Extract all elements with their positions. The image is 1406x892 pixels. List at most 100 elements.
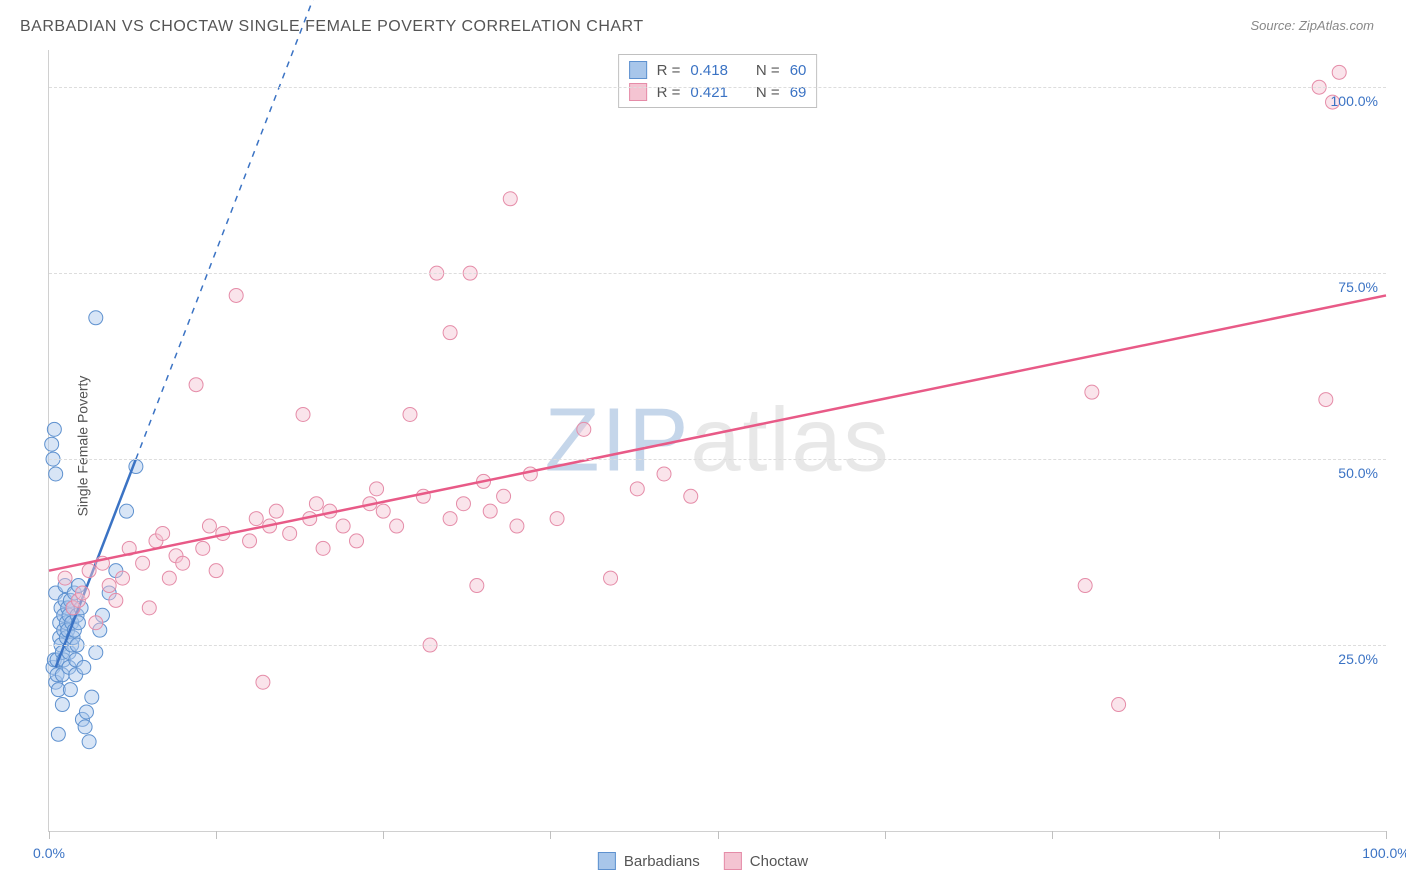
data-point — [229, 288, 243, 302]
data-point — [63, 683, 77, 697]
data-point — [47, 422, 61, 436]
data-point — [243, 534, 257, 548]
data-point — [456, 497, 470, 511]
gridline — [49, 87, 1386, 88]
data-point — [162, 571, 176, 585]
data-point — [376, 504, 390, 518]
plot-area: ZIPatlas R = 0.418 N = 60 R = 0.421 N = … — [48, 50, 1386, 832]
data-point — [89, 645, 103, 659]
data-point — [577, 422, 591, 436]
data-point — [196, 541, 210, 555]
data-point — [523, 467, 537, 481]
r-equals-label: R = — [657, 62, 681, 79]
data-point — [209, 564, 223, 578]
data-point — [109, 593, 123, 607]
data-point — [49, 467, 63, 481]
legend-series: Barbadians Choctaw — [598, 852, 808, 870]
data-point — [77, 660, 91, 674]
data-point — [249, 512, 263, 526]
data-point — [189, 378, 203, 392]
swatch-choctaw-icon — [724, 852, 742, 870]
data-point — [390, 519, 404, 533]
swatch-choctaw-icon — [629, 83, 647, 101]
chart-title: BARBADIAN VS CHOCTAW SINGLE FEMALE POVER… — [20, 18, 644, 36]
data-point — [269, 504, 283, 518]
r-equals-label: R = — [657, 84, 681, 101]
legend-row-barbadians: R = 0.418 N = 60 — [629, 59, 807, 81]
data-point — [443, 326, 457, 340]
data-point — [116, 571, 130, 585]
x-tick — [383, 831, 384, 839]
swatch-barbadians-icon — [598, 852, 616, 870]
data-point — [470, 579, 484, 593]
data-point — [156, 526, 170, 540]
data-point — [75, 586, 89, 600]
trend-line — [49, 295, 1386, 570]
data-point — [136, 556, 150, 570]
data-point — [336, 519, 350, 533]
x-tick — [885, 831, 886, 839]
y-tick-label: 50.0% — [1338, 465, 1378, 481]
x-tick — [49, 831, 50, 839]
source-label: Source: ZipAtlas.com — [1250, 18, 1374, 33]
data-point — [1332, 65, 1346, 79]
x-tick — [1052, 831, 1053, 839]
data-point — [89, 616, 103, 630]
legend-correlation: R = 0.418 N = 60 R = 0.421 N = 69 — [618, 54, 818, 108]
data-point — [443, 512, 457, 526]
data-point — [1085, 385, 1099, 399]
x-tick-label: 0.0% — [33, 845, 65, 861]
data-point — [283, 526, 297, 540]
gridline — [49, 645, 1386, 646]
data-point — [55, 698, 69, 712]
data-point — [403, 407, 417, 421]
data-point — [82, 564, 96, 578]
x-tick — [550, 831, 551, 839]
data-point — [630, 482, 644, 496]
gridline — [49, 273, 1386, 274]
data-point — [370, 482, 384, 496]
y-tick-label: 25.0% — [1338, 651, 1378, 667]
trend-line-extrapolated — [136, 0, 316, 459]
data-point — [79, 705, 93, 719]
data-point — [1112, 698, 1126, 712]
data-point — [51, 727, 65, 741]
legend-label: Barbadians — [624, 853, 700, 870]
x-tick — [1386, 831, 1387, 839]
y-tick-label: 100.0% — [1331, 93, 1378, 109]
data-point — [89, 311, 103, 325]
gridline — [49, 459, 1386, 460]
data-point — [309, 497, 323, 511]
r-value: 0.421 — [690, 84, 728, 101]
n-equals-label: N = — [756, 62, 780, 79]
n-equals-label: N = — [756, 84, 780, 101]
data-point — [202, 519, 216, 533]
legend-item-barbadians: Barbadians — [598, 852, 700, 870]
n-value: 60 — [790, 62, 807, 79]
data-point — [510, 519, 524, 533]
data-point — [142, 601, 156, 615]
legend-label: Choctaw — [750, 853, 808, 870]
data-point — [604, 571, 618, 585]
data-point — [58, 571, 72, 585]
y-tick-label: 75.0% — [1338, 279, 1378, 295]
data-point — [316, 541, 330, 555]
swatch-barbadians-icon — [629, 61, 647, 79]
data-point — [497, 489, 511, 503]
data-point — [550, 512, 564, 526]
x-tick — [718, 831, 719, 839]
data-point — [350, 534, 364, 548]
data-point — [1078, 579, 1092, 593]
x-tick-label: 100.0% — [1362, 845, 1406, 861]
data-point — [78, 720, 92, 734]
n-value: 69 — [790, 84, 807, 101]
data-point — [296, 407, 310, 421]
x-tick — [1219, 831, 1220, 839]
data-point — [82, 735, 96, 749]
data-point — [503, 192, 517, 206]
data-point — [684, 489, 698, 503]
data-point — [256, 675, 270, 689]
data-point — [657, 467, 671, 481]
data-point — [45, 437, 59, 451]
legend-item-choctaw: Choctaw — [724, 852, 808, 870]
